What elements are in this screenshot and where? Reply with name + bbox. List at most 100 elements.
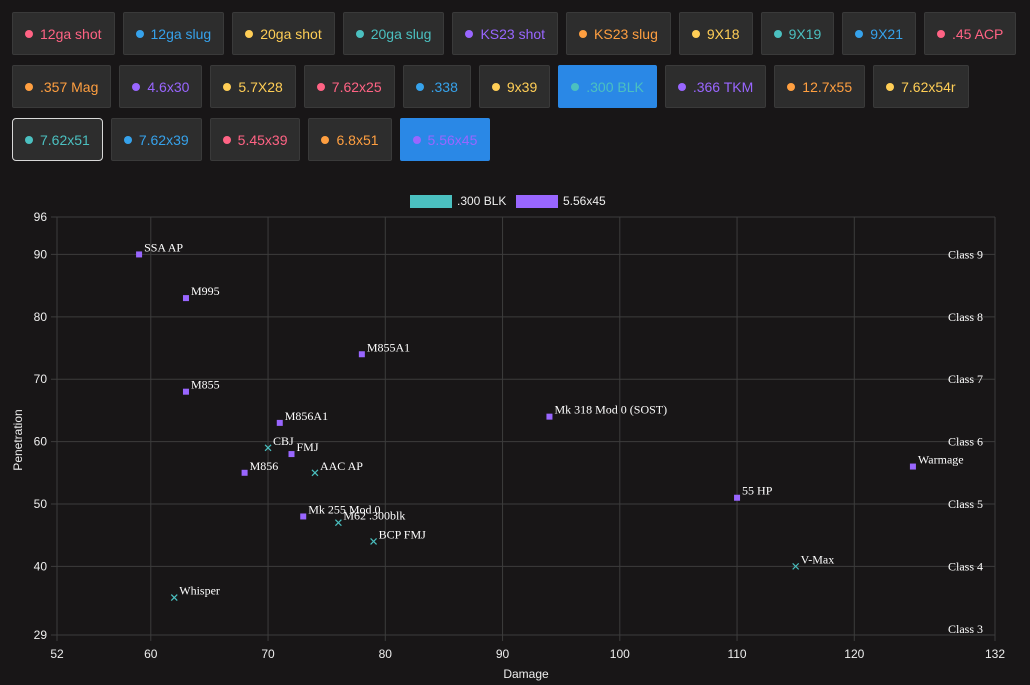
caliber-color-dot-icon [25, 82, 33, 91]
caliber-label: 5.45x39 [237, 131, 288, 148]
caliber-button-20ga-shot[interactable]: 20ga shot [232, 12, 335, 55]
data-point-marker[interactable] [370, 537, 377, 545]
caliber-button-366-tkm[interactable]: .366 TKM [664, 65, 767, 108]
data-point-marker[interactable] [311, 469, 319, 477]
caliber-button-5-7x28[interactable]: 5.7X28 [210, 65, 296, 108]
caliber-button-5-56x45[interactable]: 5.56x45 [399, 118, 491, 161]
caliber-label: 20ga shot [260, 25, 322, 42]
caliber-label: 12ga shot [40, 25, 102, 42]
caliber-label: 9X19 [788, 25, 822, 42]
caliber-button-12-7x55[interactable]: 12.7x55 [774, 65, 866, 108]
data-point-marker[interactable] [358, 351, 365, 358]
caliber-color-dot-icon [571, 82, 580, 91]
caliber-button-7-62x39[interactable]: 7.62x39 [110, 118, 202, 161]
data-point-label: Mk 255 Mod 0 [308, 502, 380, 516]
caliber-button-300-blk[interactable]: .300 BLK [558, 65, 657, 108]
caliber-button-12ga-shot[interactable]: 12ga shot [12, 12, 115, 55]
caliber-button-7-62x25[interactable]: 7.62x25 [303, 65, 395, 108]
legend-swatch [516, 195, 558, 208]
caliber-button-ks23-shot[interactable]: KS23 shot [452, 12, 559, 55]
data-point-marker[interactable] [288, 451, 295, 458]
caliber-button-9x39[interactable]: 9x39 [478, 65, 551, 108]
data-point-label: M856A1 [285, 409, 328, 423]
caliber-label: KS23 slug [594, 25, 658, 42]
caliber-label: 7.62x25 [331, 78, 382, 95]
caliber-label: .357 Mag [40, 78, 99, 95]
data-point-marker[interactable] [182, 388, 189, 395]
chart-legend: .300 BLK 5.56x45 [410, 194, 606, 208]
data-point-label: M855A1 [367, 340, 410, 354]
x-tick-label: 60 [144, 647, 158, 661]
penetration-damage-chart: 52 60 70 80 90 100 110 120 132 29 40 50 60 70 80 90 96 C… [11, 194, 1006, 681]
caliber-label: 9X18 [706, 25, 740, 42]
data-point-marker[interactable] [909, 463, 916, 470]
chart-grid: 52 60 70 80 90 100 110 120 132 29 40 50 60 70 80 90 96 [34, 210, 1006, 661]
data-point-marker[interactable] [546, 413, 553, 420]
x-tick-label: 110 [727, 647, 746, 661]
armor-class-label: Class 4 [948, 559, 983, 573]
caliber-label: 12ga slug [150, 25, 212, 42]
data-point-marker[interactable] [734, 494, 741, 501]
data-point-marker[interactable] [264, 444, 272, 452]
legend-item[interactable]: .300 BLK [410, 194, 506, 208]
armor-class-label: Class 3 [948, 622, 983, 636]
y-tick-label: 70 [34, 372, 48, 386]
caliber-color-dot-icon [787, 82, 796, 91]
caliber-button-9x19[interactable]: 9X19 [760, 12, 835, 55]
legend-swatch [410, 195, 452, 208]
data-point-marker[interactable] [241, 469, 248, 476]
caliber-button-6-8x51[interactable]: 6.8x51 [308, 118, 392, 161]
caliber-button-12ga-slug[interactable]: 12ga slug [122, 12, 225, 55]
data-point-label: CBJ [273, 434, 294, 448]
x-tick-label: 70 [261, 647, 275, 661]
caliber-row: 12ga shot 12ga slug 20ga shot 20ga slug KS23… [12, 12, 1018, 55]
caliber-button-357-mag[interactable]: .357 Mag [12, 65, 112, 108]
data-point-marker[interactable] [182, 295, 189, 302]
caliber-button-338[interactable]: .338 [402, 65, 471, 108]
data-point-marker[interactable] [792, 562, 800, 570]
caliber-color-dot-icon [855, 29, 864, 38]
caliber-label: 7.62x54r [901, 78, 956, 95]
caliber-color-dot-icon [222, 135, 231, 144]
data-point-label: FMJ [297, 440, 319, 454]
y-tick-label: 60 [34, 435, 48, 449]
caliber-label: 5.56x45 [427, 131, 478, 148]
caliber-label: 7.62x51 [40, 131, 90, 148]
data-point-marker[interactable] [300, 513, 307, 520]
data-point-label: Whisper [179, 584, 220, 598]
data-point-marker[interactable] [276, 419, 283, 426]
x-tick-label: 90 [496, 647, 510, 661]
chart-points: CBJ AAC AP M62 .300blk BCP FMJ Whisper V-Max S… [136, 240, 964, 601]
y-tick-label: 50 [34, 497, 48, 511]
x-tick-label: 120 [844, 647, 864, 661]
caliber-button-45-acp[interactable]: .45 ACP [923, 12, 1017, 55]
caliber-color-dot-icon [355, 29, 364, 38]
caliber-label: 20ga slug [370, 25, 432, 42]
data-point-label: M995 [191, 284, 220, 298]
caliber-color-dot-icon [886, 82, 895, 91]
legend-label: .300 BLK [457, 194, 506, 208]
caliber-button-7-62x54r[interactable]: 7.62x54r [873, 65, 969, 108]
caliber-color-dot-icon [25, 135, 33, 144]
caliber-button-9x18[interactable]: 9X18 [678, 12, 753, 55]
caliber-label: .338 [430, 78, 458, 95]
data-point-marker[interactable] [136, 251, 143, 258]
caliber-button-5-45x39[interactable]: 5.45x39 [209, 118, 301, 161]
caliber-button-4-6x30[interactable]: 4.6x30 [119, 65, 203, 108]
legend-item[interactable]: 5.56x45 [516, 194, 606, 208]
caliber-selector: 12ga shot 12ga slug 20ga shot 20ga slug KS23… [12, 12, 1018, 171]
armor-class-label: Class 6 [948, 435, 983, 449]
caliber-button-20ga-slug[interactable]: 20ga slug [342, 12, 445, 55]
caliber-label: 9x39 [506, 78, 538, 95]
caliber-color-dot-icon [415, 82, 424, 91]
data-point-marker[interactable] [170, 594, 178, 601]
caliber-button-ks23-slug[interactable]: KS23 slug [566, 12, 671, 55]
x-tick-label: 100 [610, 647, 630, 661]
data-point-marker[interactable] [334, 519, 342, 527]
x-tick-label: 80 [379, 647, 393, 661]
caliber-color-dot-icon [245, 29, 254, 38]
x-tick-label: 132 [985, 647, 1005, 661]
caliber-button-7-62x51[interactable]: 7.62x51 [12, 118, 103, 161]
caliber-button-9x21[interactable]: 9X21 [842, 12, 916, 55]
data-point-label: BCP FMJ [379, 527, 427, 541]
